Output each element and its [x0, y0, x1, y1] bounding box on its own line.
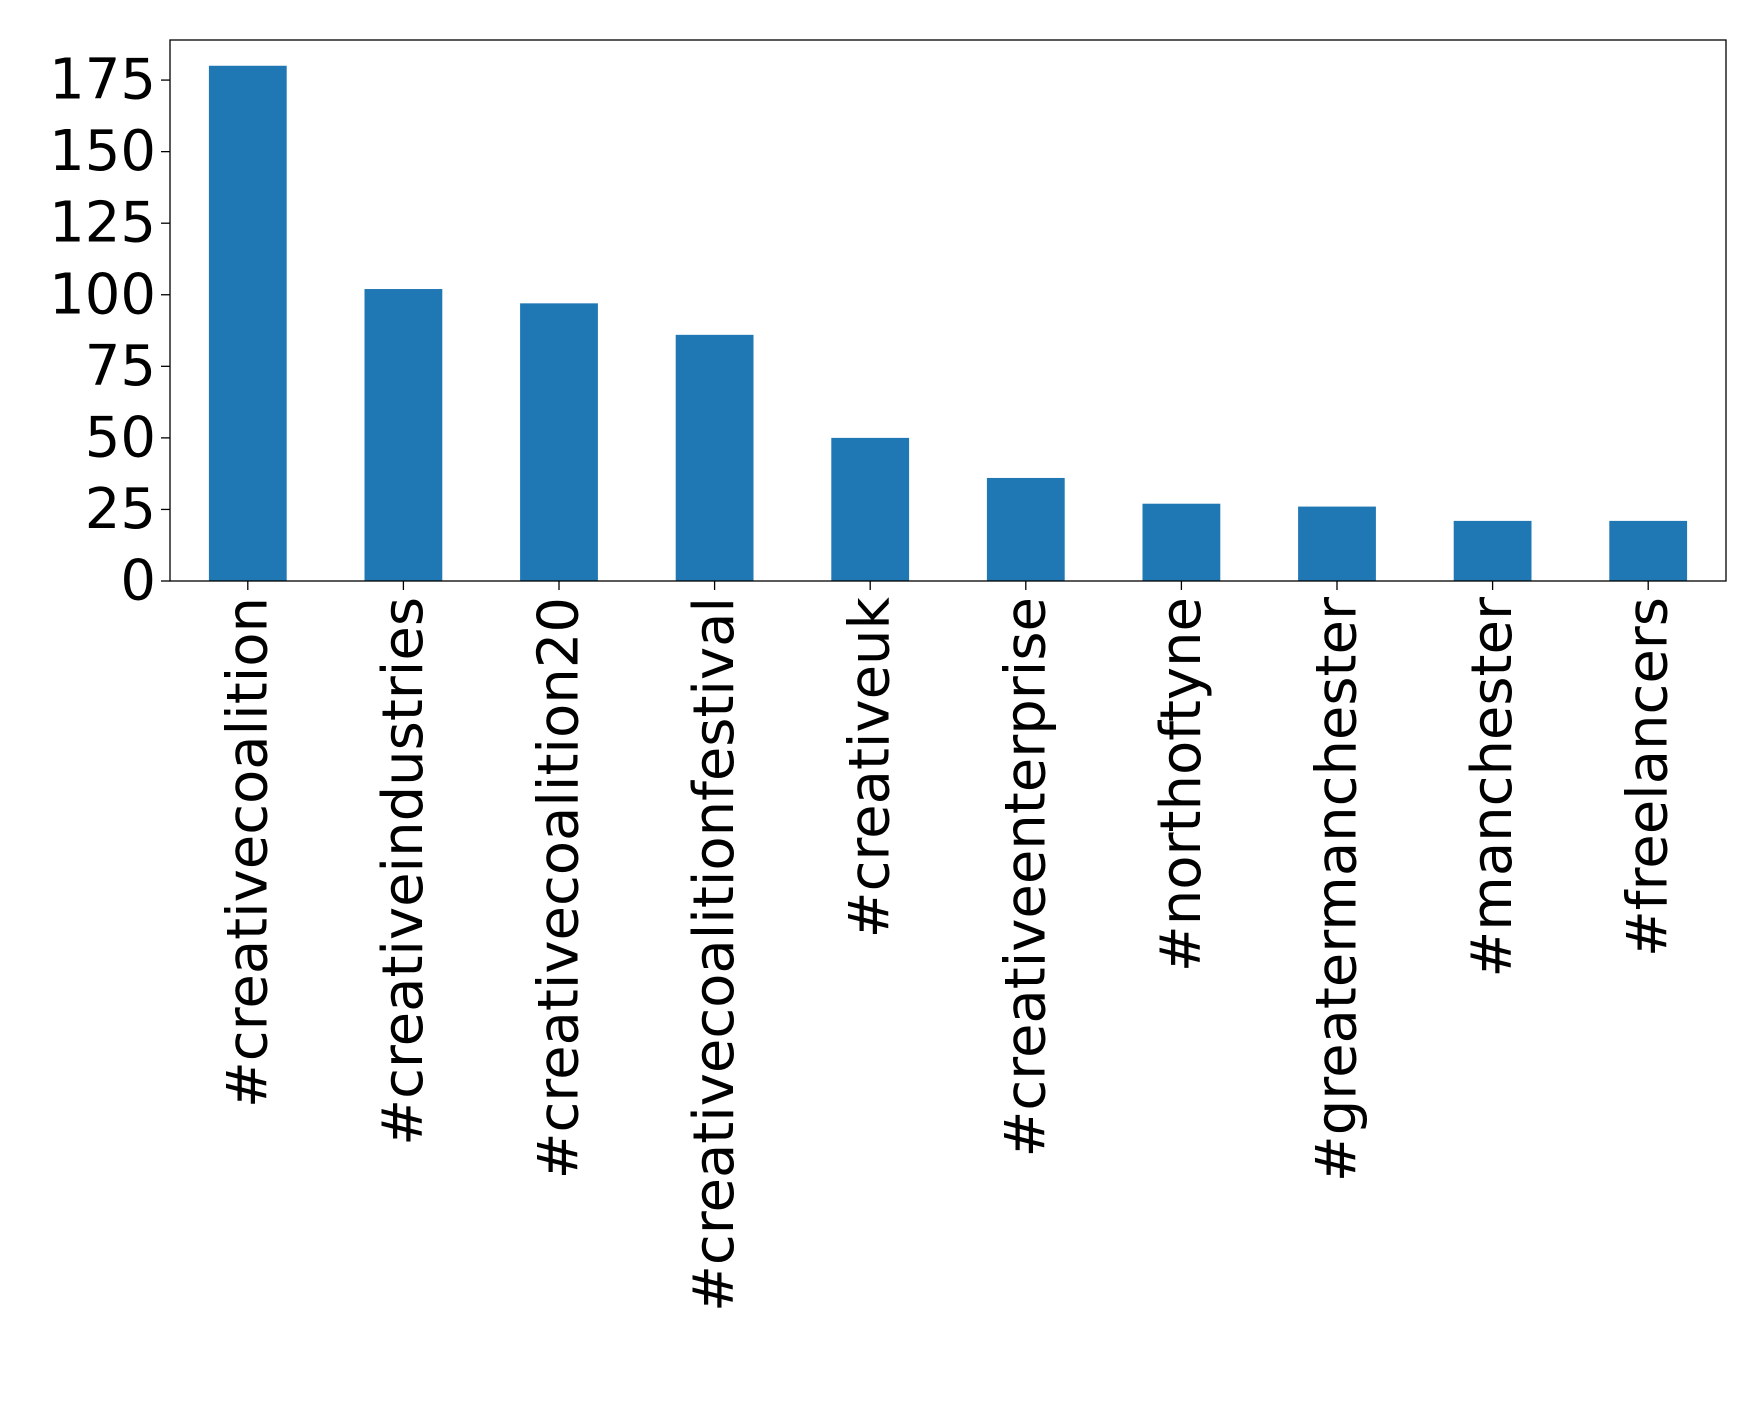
x-tick-label: #creativecoalition: [215, 597, 280, 1108]
y-tick-label: 50: [85, 405, 156, 470]
y-tick-label: 150: [49, 119, 156, 184]
x-tick-label: #freelancers: [1616, 597, 1681, 957]
bar: [1453, 520, 1532, 581]
bar: [675, 334, 754, 581]
bar: [364, 289, 443, 581]
y-tick-label: 0: [120, 549, 156, 614]
x-tick-label: #northoftyne: [1149, 597, 1214, 972]
y-tick-label: 25: [85, 477, 156, 542]
x-tick-label: #creativeuk: [838, 596, 903, 938]
y-tick-label: 125: [49, 191, 156, 256]
y-tick-label: 75: [85, 334, 156, 399]
bar: [208, 65, 287, 581]
bar: [1142, 503, 1221, 581]
x-tick-label: #greatermanchester: [1305, 596, 1370, 1182]
bars-group: [208, 65, 1688, 581]
x-tick-label: #creativeenterprise: [993, 597, 1058, 1158]
bar: [986, 477, 1065, 581]
x-tick-label: #creativeindustries: [371, 597, 436, 1146]
x-tick-label: #manchester: [1460, 596, 1525, 978]
x-tick-label: #creativecoalitionfestival: [682, 597, 747, 1312]
bar: [520, 303, 598, 581]
x-tick-label: #creativecoalition20: [527, 597, 592, 1179]
x-ticks-group: #creativecoalition #creativeindustries #cr…: [215, 581, 1681, 1312]
bar: [831, 437, 910, 581]
bar: [1609, 520, 1688, 581]
plot-frame: [169, 39, 1727, 582]
y-tick-label: 100: [49, 262, 156, 327]
bar: [1298, 506, 1376, 581]
y-tick-label: 175: [49, 48, 156, 113]
